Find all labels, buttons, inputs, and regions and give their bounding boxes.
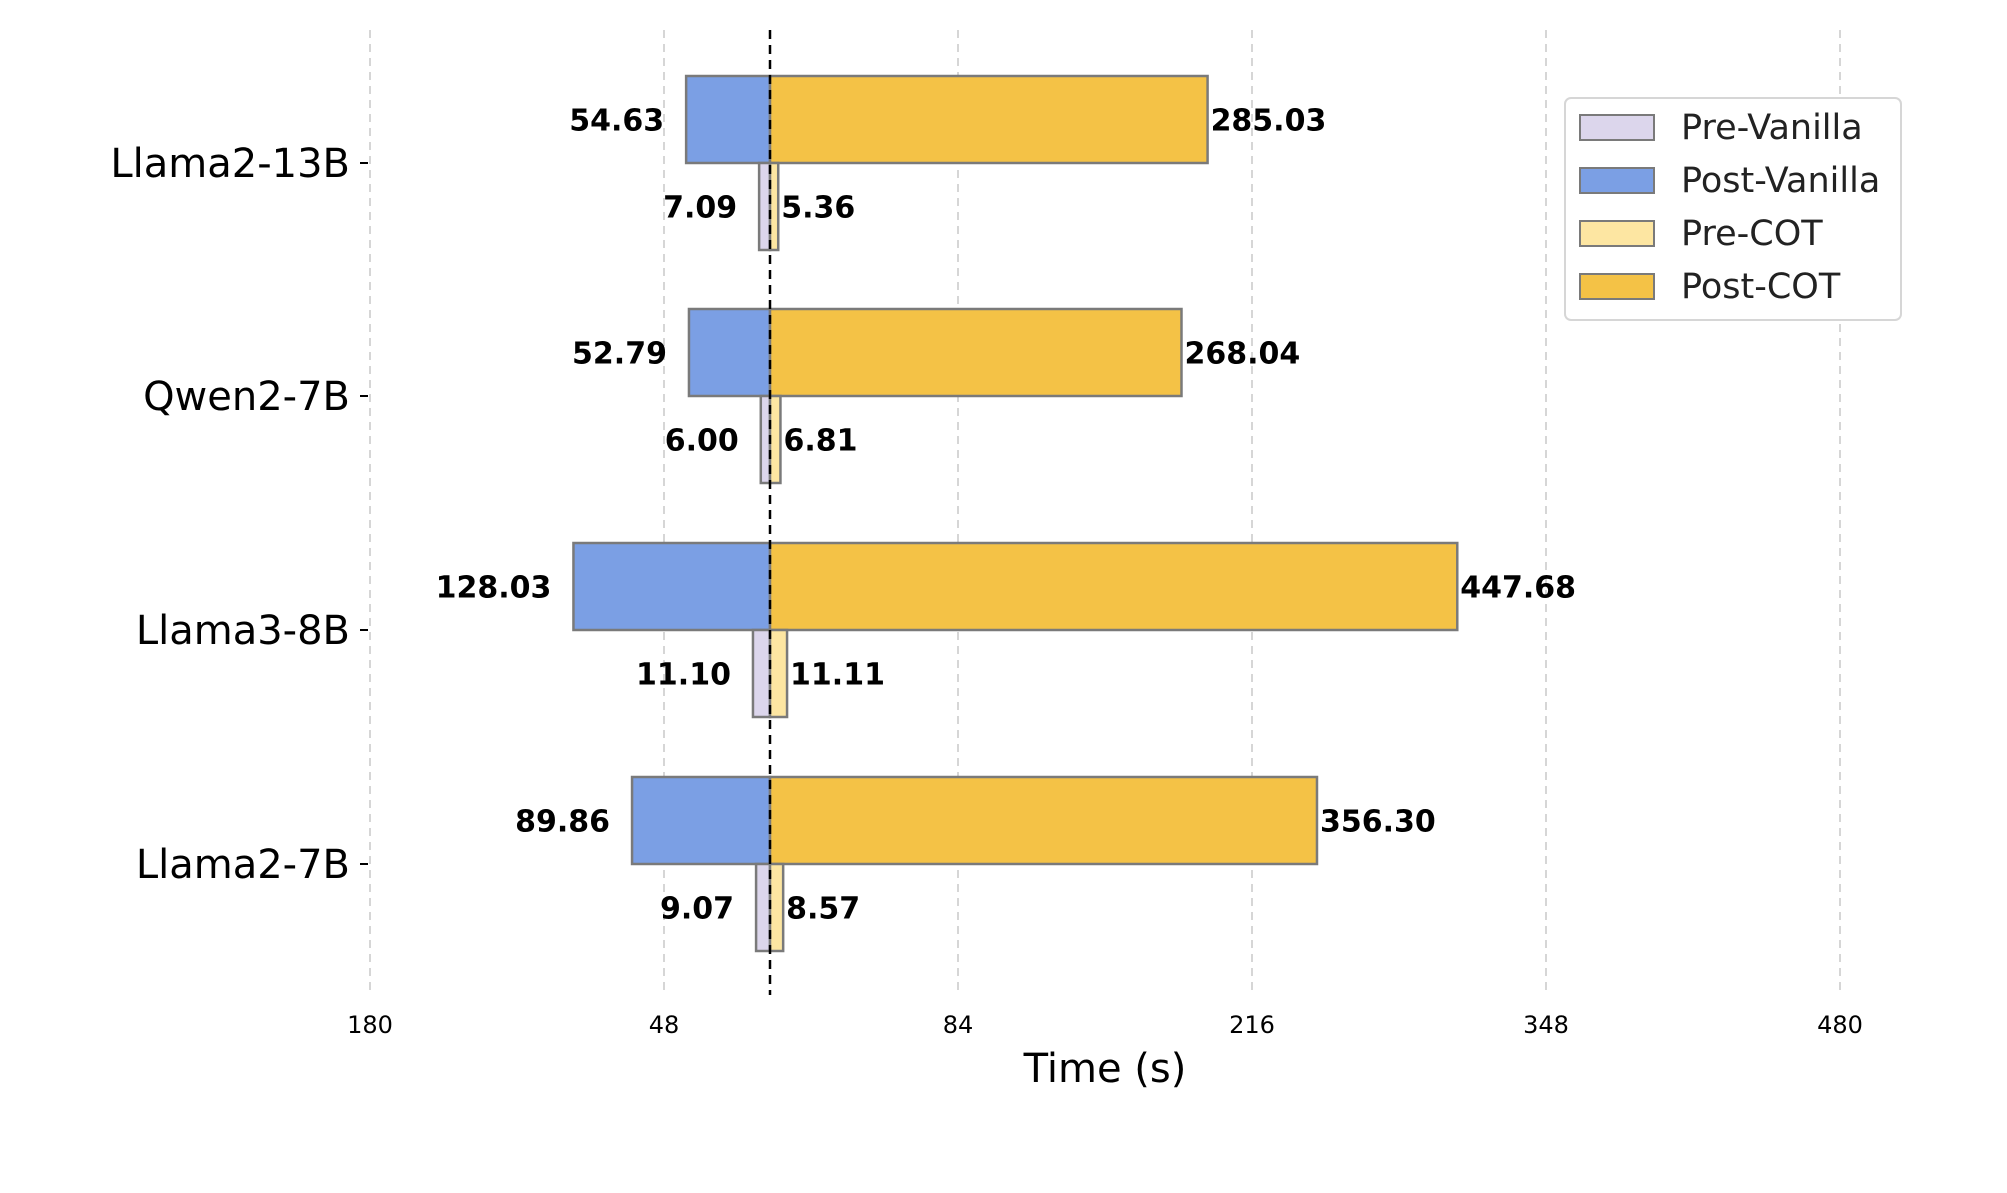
category-label-llama2-13b: Llama2-13B	[110, 141, 350, 187]
x-tick-label: 48	[649, 1011, 680, 1039]
value-label-post-cot: 447.68	[1460, 571, 1576, 606]
value-label-pre-vanilla: 11.10	[636, 658, 731, 693]
value-label-post-vanilla: 54.63	[569, 104, 664, 139]
value-label-pre-vanilla: 6.00	[665, 424, 739, 459]
bars	[572, 74, 1459, 953]
bar-post-cot	[768, 307, 1183, 398]
bar-post-vanilla	[630, 775, 772, 866]
category-label-qwen2-7b: Qwen2-7B	[143, 374, 350, 420]
bar-pre-cot	[768, 161, 780, 252]
value-label-post-cot: 285.03	[1211, 104, 1327, 139]
x-tick-label: 216	[1229, 1011, 1275, 1039]
value-label-pre-vanilla: 7.09	[663, 191, 737, 226]
x-axis-title: Time (s)	[1023, 1046, 1187, 1092]
bar-post-vanilla	[687, 307, 772, 398]
value-label-pre-cot: 6.81	[783, 424, 857, 459]
bar-post-vanilla	[684, 74, 772, 165]
value-labels: 54.63 285.03 7.09 5.36 52.79 268.04 6.00 6.81 12…	[436, 104, 1576, 927]
value-label-post-vanilla: 89.86	[515, 805, 610, 840]
value-label-post-vanilla: 128.03	[436, 571, 552, 606]
bar-pre-cot	[768, 862, 785, 953]
bar-pre-cot	[768, 394, 782, 485]
value-label-pre-cot: 11.11	[790, 658, 885, 693]
legend-swatch-pre-cot	[1579, 220, 1655, 247]
bar-post-vanilla	[572, 541, 772, 632]
bar-post-cot	[768, 541, 1459, 632]
bar-pre-vanilla	[757, 161, 772, 252]
legend-label-pre-vanilla: Pre-Vanilla	[1681, 108, 1863, 148]
bar-post-cot	[768, 74, 1209, 165]
legend: Pre-Vanilla Post-Vanilla Pre-COT Post-COT	[1564, 97, 1902, 321]
value-label-pre-cot: 5.36	[781, 191, 855, 226]
legend-label-post-cot: Post-COT	[1681, 267, 1841, 307]
value-label-pre-cot: 8.57	[786, 892, 860, 927]
value-label-post-cot: 356.30	[1320, 805, 1436, 840]
x-tick-label: 348	[1523, 1011, 1569, 1039]
legend-box	[1564, 97, 1902, 321]
value-label-post-vanilla: 52.79	[572, 337, 667, 372]
category-label-llama2-7b: Llama2-7B	[136, 842, 350, 888]
value-label-pre-vanilla: 9.07	[660, 892, 734, 927]
legend-swatch-pre-vanilla	[1579, 114, 1655, 141]
x-tick-label: 480	[1817, 1011, 1863, 1039]
legend-swatch-post-cot	[1579, 273, 1655, 300]
x-tick-label: 180	[347, 1011, 393, 1039]
bar-pre-cot	[768, 628, 789, 719]
legend-swatch-post-vanilla	[1579, 167, 1655, 194]
bar-pre-vanilla	[751, 628, 772, 719]
x-tick-label: 84	[943, 1011, 974, 1039]
legend-label-pre-cot: Pre-COT	[1681, 214, 1823, 254]
bar-pre-vanilla	[759, 394, 772, 485]
legend-label-post-vanilla: Post-Vanilla	[1681, 161, 1880, 201]
value-label-post-cot: 268.04	[1184, 337, 1300, 372]
bar-pre-vanilla	[754, 862, 772, 953]
bar-post-cot	[768, 775, 1319, 866]
axes: 180 48 84 216 348 480 Llama2-13B Qwen2-7B Llama3…	[110, 141, 1863, 1039]
category-label-llama3-8b: Llama3-8B	[136, 608, 350, 654]
